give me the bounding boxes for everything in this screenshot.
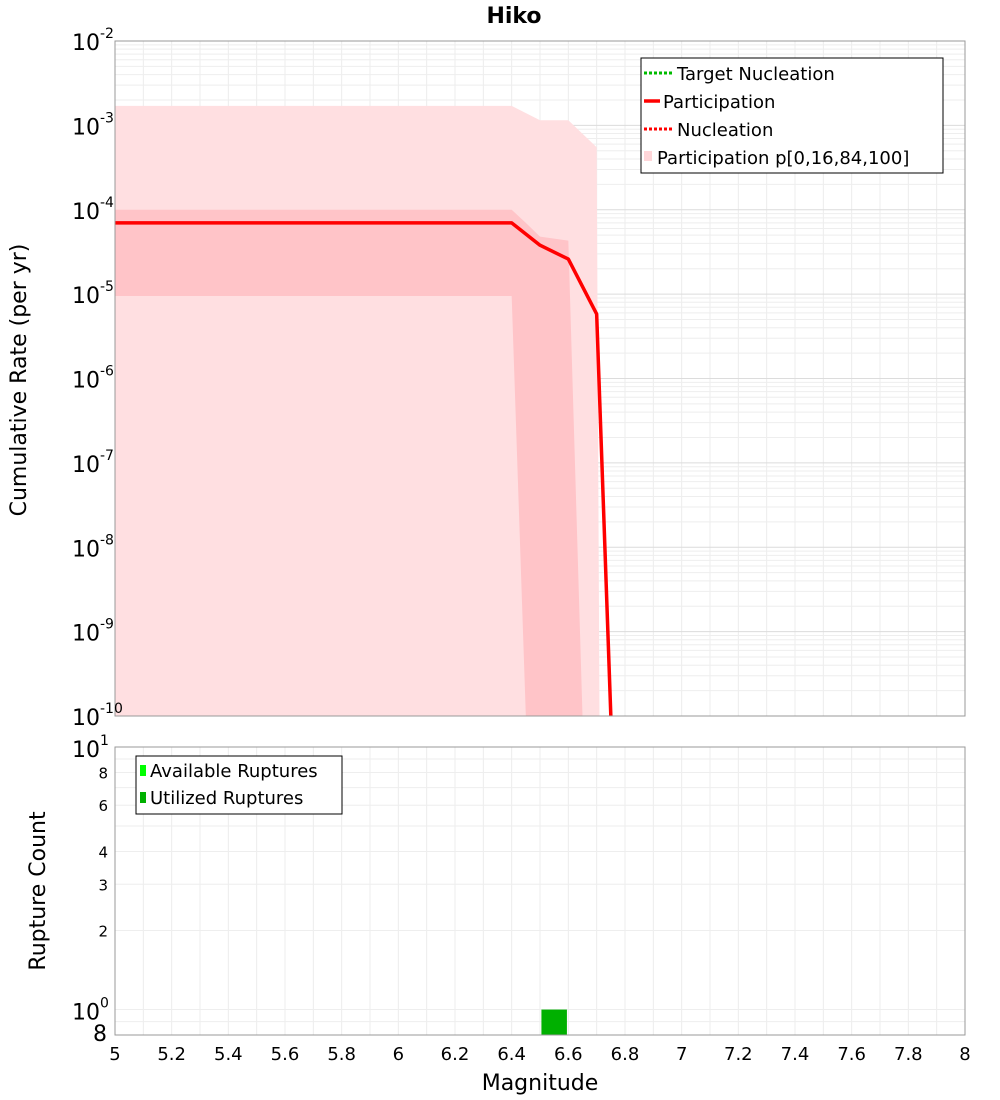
rate-y-tick-base: 10: [72, 115, 100, 140]
rate-y-axis-title: Cumulative Rate (per yr): [7, 244, 32, 517]
count-y-tick-label: 101: [72, 733, 109, 763]
count-y-tick-label: 8: [98, 764, 108, 782]
rate-y-tick-base: 10: [72, 369, 100, 394]
count-plot-grid: [114, 746, 966, 1036]
rate-y-tick-label: 10-7: [72, 448, 114, 478]
x-tick-label: 7.6: [837, 1044, 866, 1065]
x-tick-label: 6.8: [611, 1044, 640, 1065]
rate-y-tick-exp: -7: [100, 448, 114, 464]
legend-band-label: Participation p[0,16,84,100]: [657, 148, 909, 169]
rate-y-tick-label: 10-5: [72, 279, 114, 309]
rate-y-tick-base: 10: [72, 284, 100, 309]
x-tick-label: 8: [959, 1044, 970, 1065]
rate-y-tick-label: 10-10: [72, 701, 123, 731]
count-y-tick-label: 6: [98, 797, 108, 815]
rate-y-tick-label: 10-3: [72, 110, 114, 140]
rate-legend-box: [640, 57, 944, 174]
x-tick-label: 6.6: [554, 1044, 583, 1065]
rate-legend: Target Nucleation Participation Nucleati…: [640, 57, 944, 174]
count-y-tick-label: 3: [98, 876, 108, 894]
band-p16-p84: [115, 209, 583, 716]
count-legend: Available Ruptures Utilized Ruptures: [135, 755, 343, 815]
rate-y-tick-exp: -4: [100, 195, 114, 211]
chart-title: Hiko: [486, 4, 541, 29]
legend-nucleation-label: Nucleation: [677, 120, 773, 141]
legend-utilized-label: Utilized Ruptures: [150, 788, 303, 809]
count-y-tick-exp: 1: [100, 733, 109, 749]
rate-y-tick-label: 10-8: [72, 532, 114, 562]
legend-utilized-swatch: [140, 792, 146, 803]
participation-bands: [115, 105, 600, 717]
rate-y-tick-base: 10: [72, 706, 100, 731]
x-tick-label: 7.4: [781, 1044, 810, 1065]
rate-y-tick-exp: -10: [100, 701, 123, 717]
count-y-tick-label: 8: [93, 1022, 107, 1047]
rate-y-tick-base: 10: [72, 200, 100, 225]
rate-y-tick-exp: -6: [100, 364, 114, 380]
x-tick-label: 5.6: [271, 1044, 300, 1065]
rate-y-tick-base: 10: [72, 453, 100, 478]
count-bars: [541, 1009, 567, 1035]
count-legend-box: [135, 755, 343, 815]
x-tick-label: 5.8: [327, 1044, 356, 1065]
rate-y-tick-label: 10-9: [72, 617, 114, 647]
x-axis-title: Magnitude: [482, 1071, 599, 1096]
rate-y-tick-exp: -5: [100, 279, 114, 295]
count-y-tick-label: 2: [98, 923, 108, 941]
rate-y-tick-base: 10: [72, 622, 100, 647]
count-y-tick-label: 100: [72, 996, 109, 1026]
utilized-rupture-bar: [541, 1009, 567, 1035]
x-tick-label: 5.2: [157, 1044, 186, 1065]
x-tick-label: 5: [109, 1044, 120, 1065]
legend-target-nucleation-label: Target Nucleation: [676, 64, 835, 85]
rate-y-tick-base: 10: [72, 537, 100, 562]
rate-y-tick-label: 10-6: [72, 364, 114, 394]
rate-y-tick-exp: -2: [100, 26, 114, 42]
x-tick-label: 7.8: [894, 1044, 923, 1065]
rate-y-tick-base: 10: [72, 31, 100, 56]
x-tick-label: 7: [676, 1044, 687, 1065]
x-ticks: 5 5.2 5.4 5.6 5.8 6 6.2 6.4 6.6 6.8 7 7.2 7.4 7.6 7.8 8: [109, 1044, 970, 1065]
legend-available-label: Available Ruptures: [150, 761, 318, 782]
x-tick-label: 6: [393, 1044, 404, 1065]
legend-band-swatch: [644, 151, 652, 161]
count-y-axis-title: Rupture Count: [26, 811, 51, 971]
count-plot-frame: [114, 746, 966, 1036]
rate-y-tick-label: 10-4: [72, 195, 114, 225]
count-y-tick-base: 10: [72, 738, 100, 763]
rate-plot-frame: [114, 40, 966, 717]
count-y-tick-exp: 0: [100, 996, 109, 1012]
count-y-tick-base: 10: [72, 1001, 100, 1026]
count-y-tick-label: 4: [98, 843, 108, 861]
rate-y-tick-label: 10-2: [72, 26, 114, 56]
rate-y-tick-exp: -8: [100, 532, 114, 548]
participation-line: [115, 221, 613, 717]
rate-y-tick-exp: -3: [100, 110, 114, 126]
legend-participation-label: Participation: [663, 92, 775, 113]
x-tick-label: 6.4: [497, 1044, 526, 1065]
x-tick-label: 6.2: [441, 1044, 470, 1065]
rate-y-tick-exp: -9: [100, 617, 114, 633]
x-tick-label: 5.4: [214, 1044, 243, 1065]
x-tick-label: 7.2: [724, 1044, 753, 1065]
legend-available-swatch: [140, 765, 146, 776]
